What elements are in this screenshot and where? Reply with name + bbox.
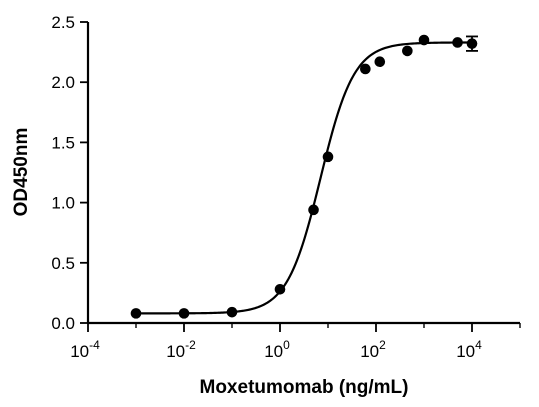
data-point <box>360 63 371 75</box>
x-tick-label-4: 104 <box>456 338 482 361</box>
y-tick-label-3: 1.5 <box>51 133 75 152</box>
data-point <box>322 151 334 163</box>
data-points <box>130 34 478 319</box>
x-tick-exp-4: 4 <box>475 338 482 352</box>
y-tick-label-5: 2.5 <box>51 13 75 32</box>
data-point <box>130 308 142 319</box>
x-tick-base-3: 10 <box>360 342 379 361</box>
data-point <box>374 56 386 68</box>
axes <box>86 22 520 325</box>
y-ticks: 0.0 0.5 1.0 1.5 2.0 2.5 <box>51 13 88 333</box>
y-tick-label-0: 0.0 <box>51 314 75 333</box>
data-point <box>418 34 430 46</box>
x-tick-exp-1: -2 <box>185 338 196 352</box>
x-minor-ticks <box>135 323 521 328</box>
data-point <box>274 283 286 295</box>
data-point <box>226 306 238 318</box>
data-point <box>308 204 319 216</box>
data-point <box>402 45 413 57</box>
x-ticks: 10-4 10-2 100 102 104 <box>70 323 482 361</box>
y-tick-label-2: 1.0 <box>51 194 75 213</box>
x-tick-base-0: 10 <box>70 342 89 361</box>
x-tick-label-1: 10-2 <box>166 338 196 361</box>
data-point <box>178 308 190 319</box>
y-axis-title: OD450nm <box>11 128 32 217</box>
x-tick-label-3: 102 <box>360 338 386 361</box>
y-tick-label-4: 2.0 <box>51 73 75 92</box>
data-point <box>452 37 463 48</box>
x-tick-label-0: 10-4 <box>70 338 100 361</box>
fit-curve <box>136 41 472 315</box>
x-tick-base-2: 10 <box>264 342 283 361</box>
x-axis-title: Moxetumomab (ng/mL) <box>200 377 409 398</box>
x-tick-exp-2: 0 <box>283 338 290 352</box>
x-tick-base-4: 10 <box>456 342 475 361</box>
y-tick-label-1: 0.5 <box>51 254 75 273</box>
x-tick-exp-0: -4 <box>89 338 100 352</box>
x-tick-label-2: 100 <box>264 338 290 361</box>
x-tick-base-1: 10 <box>166 342 185 361</box>
x-tick-exp-3: 2 <box>379 338 386 352</box>
data-point <box>466 38 478 49</box>
